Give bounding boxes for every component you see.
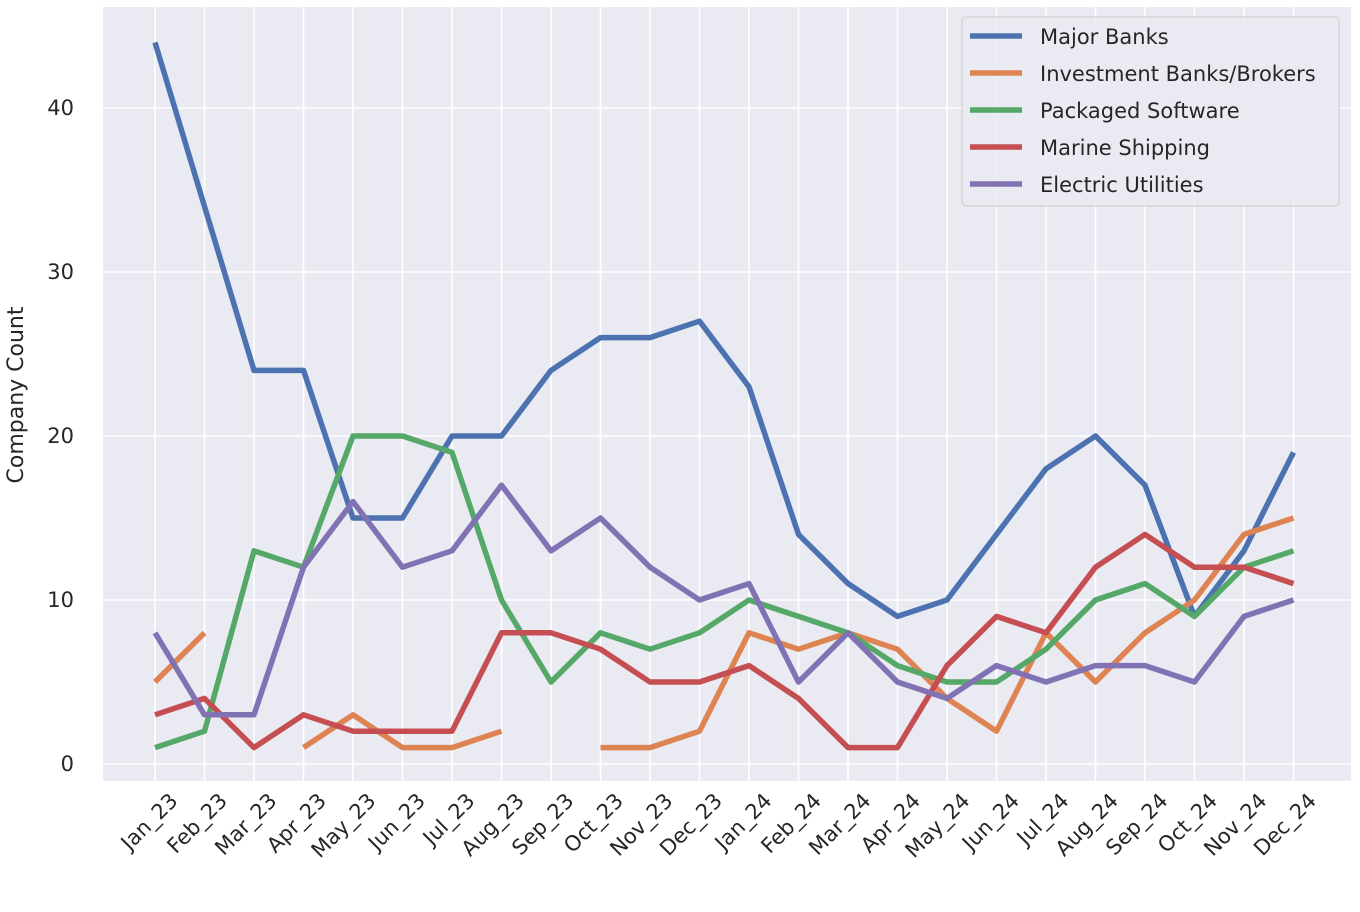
series-line-major-banks xyxy=(152,41,1296,620)
legend-label-packaged-software: Packaged Software xyxy=(1040,99,1240,123)
series-line-packaged-software xyxy=(154,433,1295,751)
legend-label-investment-banks-brokers: Investment Banks/Brokers xyxy=(1040,62,1316,86)
y-tick-labels: 0 10 20 30 40 xyxy=(47,96,74,776)
y-tick-label: 10 xyxy=(47,588,74,612)
series-line-electric-utilities xyxy=(152,482,1295,718)
legend-label-electric-utilities: Electric Utilities xyxy=(1040,173,1204,197)
series-line-marine-shipping xyxy=(154,531,1295,751)
legend-label-marine-shipping: Marine Shipping xyxy=(1040,136,1210,160)
legend-box xyxy=(961,16,1340,207)
legend: Major Banks Investment Banks/Brokers Packa… xyxy=(961,16,1340,207)
series-lines xyxy=(152,41,1296,751)
y-tick-label: 20 xyxy=(47,424,74,448)
y-tick-label: 0 xyxy=(61,752,74,776)
grid-lines xyxy=(103,7,1351,781)
legend-items: Major Banks Investment Banks/Brokers Packa… xyxy=(970,25,1316,197)
series-line-investment-banks-brokers xyxy=(153,630,207,684)
y-tick-label: 40 xyxy=(47,96,74,120)
y-tick-label: 30 xyxy=(47,260,74,284)
x-tick-labels: Jan_23Feb_23Mar_23Apr_23May_23Jun_23Jul_… xyxy=(115,789,1322,864)
y-axis-title: Company Count xyxy=(4,306,29,483)
legend-label-major-banks: Major Banks xyxy=(1040,25,1169,49)
